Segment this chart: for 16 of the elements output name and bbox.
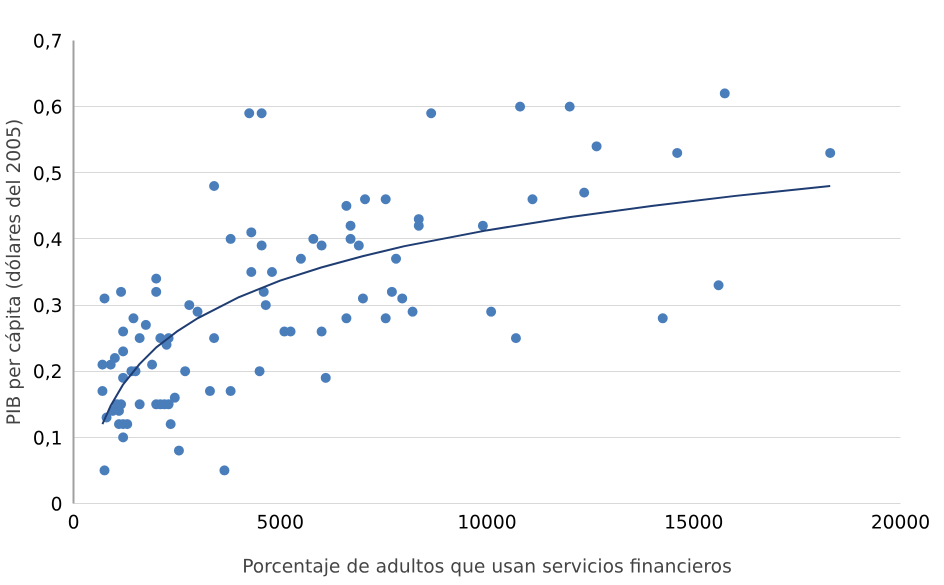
y-tick-label: 0,4 <box>32 230 62 251</box>
y-tick-label: 0,5 <box>32 164 62 185</box>
y-tick-label: 0,7 <box>32 32 62 52</box>
x-axis-title: Porcentaje de adultos que usan servicios financieros <box>242 556 732 578</box>
y-tick-label: 0,1 <box>32 428 62 450</box>
y-tick-label: 0,3 <box>32 296 62 318</box>
y-tick-label: 0 <box>50 494 63 516</box>
y-tick-label: 0,6 <box>32 98 62 119</box>
x-tick-label: 0 <box>68 512 80 534</box>
y-tick-label: 0,2 <box>32 362 62 384</box>
x-tick-label: 20000 <box>870 512 930 534</box>
line-series <box>101 185 832 426</box>
x-tick-label: 15000 <box>664 512 724 534</box>
y-axis-title: PIB per cápita (dólares del 2005) <box>4 118 25 426</box>
x-tick-label: 5000 <box>256 512 304 534</box>
x-tick-label: 10000 <box>457 512 517 534</box>
